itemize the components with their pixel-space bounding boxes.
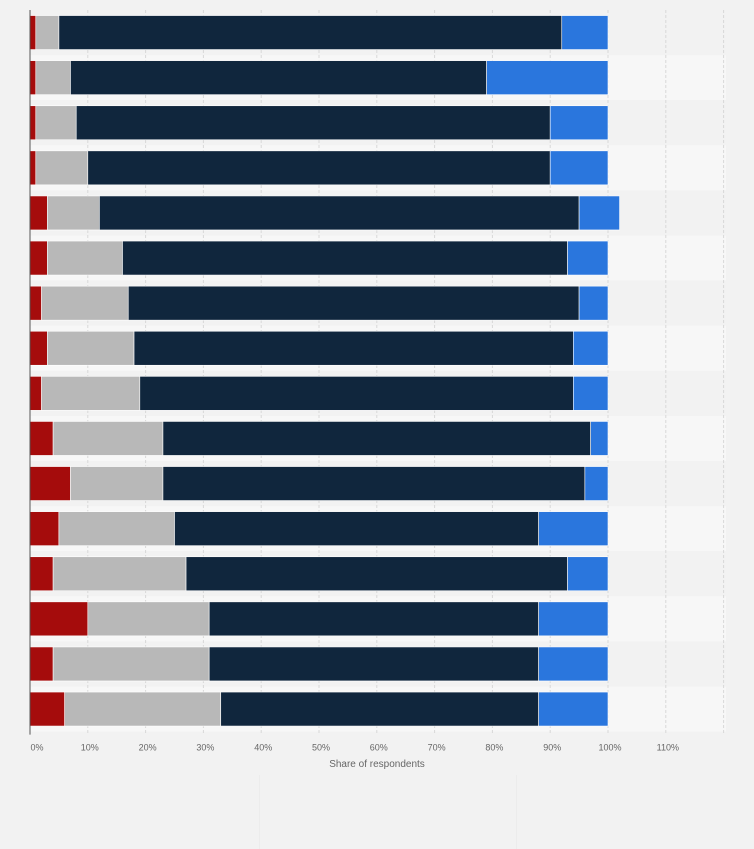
bar-segment-3 [70, 60, 487, 95]
bar-segment-3 [139, 376, 574, 411]
x-tick-label: 30% [196, 743, 214, 753]
bar-segment-3 [133, 330, 574, 366]
bar-segment-3 [174, 511, 539, 546]
x-tick-label: 20% [139, 743, 157, 753]
bar-segment-1 [29, 330, 48, 366]
bar-segment-4 [549, 150, 609, 186]
bar-segment-1 [29, 15, 37, 50]
x-tick-label: 10% [81, 743, 99, 753]
bar-segment-1 [29, 601, 89, 637]
bar-segment-4 [538, 601, 609, 637]
bar-segment-4 [538, 646, 609, 682]
bar-segment-1 [29, 511, 60, 546]
x-tick-label: 60% [370, 743, 388, 753]
x-tick-label: 110% [657, 743, 679, 753]
bar-segment-3 [162, 466, 586, 501]
bar-segment-1 [29, 376, 42, 411]
bar-segment-2 [58, 511, 175, 546]
bar-segment-2 [35, 15, 60, 50]
bar-segment-1 [29, 421, 54, 456]
bar-segment-4 [486, 60, 609, 95]
bar-segment-2 [47, 330, 135, 366]
bar-segment-2 [87, 601, 210, 637]
bar-segment-1 [29, 646, 54, 682]
bar-segment-1 [29, 105, 37, 141]
bar-segment-1 [29, 285, 42, 321]
bar-segment-3 [122, 240, 568, 276]
bar-segment-4 [538, 691, 609, 727]
bar-segment-4 [538, 511, 609, 546]
bar-segment-2 [47, 240, 123, 276]
bar-segment-2 [41, 285, 129, 321]
footer-divider [259, 775, 260, 849]
bar-segment-4 [561, 15, 609, 50]
x-tick-label: 0% [30, 743, 43, 753]
bar-segment-3 [208, 646, 539, 682]
stacked-bar-chart: 0% 10% 20% 30% 40% 50% 60% 70% 80% 90% 100% 110% [29, 10, 726, 753]
bar-segment-1 [29, 60, 37, 95]
x-tick-label: 40% [254, 743, 272, 753]
bar-segment-2 [52, 646, 210, 682]
x-tick-label: 100% [598, 743, 621, 753]
bar-segment-2 [35, 60, 71, 95]
bar-segment-4 [578, 195, 620, 231]
bar-segment-1 [29, 240, 48, 276]
bar-segment-4 [573, 330, 609, 366]
bar-segment-1 [29, 195, 48, 231]
bar-segment-3 [127, 285, 580, 321]
footer-divider [516, 775, 517, 849]
bar-segment-4 [590, 421, 609, 456]
footer-area [0, 775, 754, 849]
bar-segment-2 [35, 150, 89, 186]
bar-segment-2 [70, 466, 164, 501]
bar-segment-2 [47, 195, 100, 231]
bar-segment-2 [52, 421, 164, 456]
bars [29, 15, 620, 727]
bar-segment-4 [573, 376, 609, 411]
x-axis-label: Share of respondents [329, 759, 425, 770]
x-tick-label: 80% [485, 743, 503, 753]
bar-segment-1 [29, 466, 71, 501]
bar-segment-4 [549, 105, 609, 141]
bar-segment-1 [29, 150, 37, 186]
bar-segment-3 [162, 421, 591, 456]
bar-segment-4 [584, 466, 609, 501]
bar-segment-2 [35, 105, 77, 141]
bar-segment-3 [58, 15, 563, 50]
bar-segment-3 [99, 195, 580, 231]
bar-segment-3 [87, 150, 551, 186]
bar-segment-3 [208, 601, 539, 637]
bar-segment-1 [29, 691, 65, 727]
x-tick-label: 70% [428, 743, 446, 753]
bar-segment-3 [75, 105, 551, 141]
x-tick-labels: 0% 10% 20% 30% 40% 50% 60% 70% 80% 90% 100% 110% [30, 743, 678, 753]
x-tick-label: 50% [312, 743, 330, 753]
bar-segment-1 [29, 556, 54, 592]
bar-segment-2 [64, 691, 222, 727]
bar-segment-3 [220, 691, 539, 727]
bar-segment-2 [52, 556, 187, 592]
bar-segment-4 [567, 556, 609, 592]
bar-segment-2 [41, 376, 141, 411]
x-tick-label: 90% [543, 743, 561, 753]
bar-segment-4 [578, 285, 609, 321]
bar-segment-4 [567, 240, 609, 276]
bar-segment-3 [185, 556, 568, 592]
